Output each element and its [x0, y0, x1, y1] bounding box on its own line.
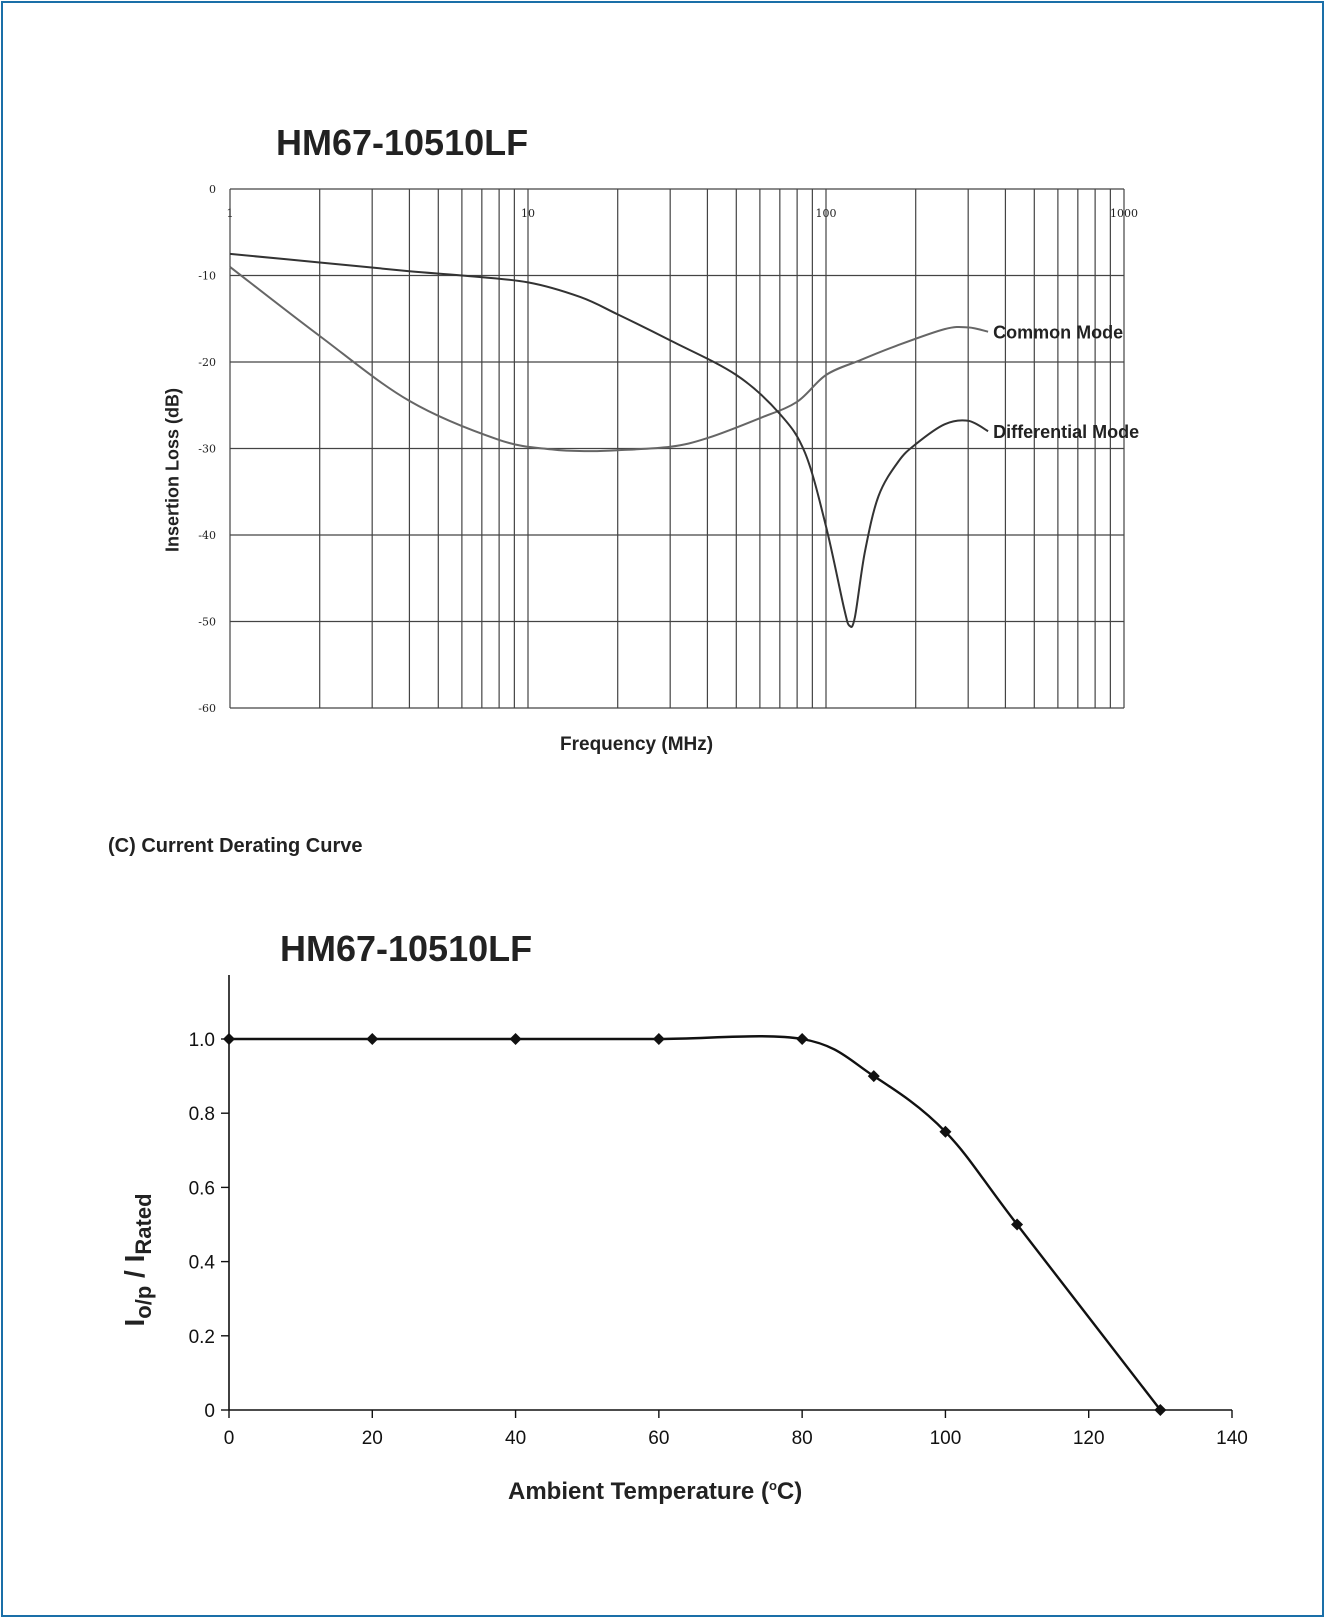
data-point-marker: [509, 1033, 522, 1045]
chart1-xlabel: Frequency (MHz): [560, 734, 714, 755]
x-tick-label: 120: [1073, 1428, 1105, 1449]
x-tick-label: 100: [816, 207, 837, 220]
y-tick-label: -60: [198, 702, 216, 715]
data-point-marker: [652, 1033, 665, 1045]
x-tick-label: 0: [224, 1428, 235, 1449]
x-tick-label: 1000: [1110, 207, 1138, 220]
y-tick-label: -50: [198, 616, 216, 629]
series-label-differential-mode: Differential Mode: [993, 422, 1139, 442]
y-tick-label: -40: [198, 529, 216, 542]
x-tick-label: 10: [521, 207, 535, 220]
y-tick-label: 0.8: [189, 1104, 215, 1125]
x-tick-label: 1: [227, 207, 234, 220]
y-tick-label: 1.0: [189, 1030, 215, 1051]
data-point-marker: [1011, 1218, 1024, 1231]
y-tick-label: -20: [198, 356, 216, 369]
x-tick-label: 20: [362, 1428, 383, 1449]
data-point-marker: [867, 1070, 880, 1083]
section-heading: (C) Current Derating Curve: [108, 835, 363, 857]
y-tick-label: 0.2: [189, 1327, 215, 1348]
chart1-title: HM67-10510LF: [276, 122, 529, 163]
y-tick-label: 0.4: [189, 1253, 216, 1274]
data-point-marker: [796, 1033, 809, 1045]
insertion-loss-chart: 0 -10 -20 -30 -40 -50 -60 1 10 100 1000 Common Mode…: [198, 183, 1139, 715]
data-point-marker: [366, 1033, 379, 1045]
chart2-title: HM67-10510LF: [280, 928, 533, 969]
data-point-marker: [939, 1125, 952, 1138]
y-tick-label: 0: [209, 183, 216, 196]
data-point-marker: [1154, 1404, 1167, 1416]
y-tick-label: -10: [198, 270, 216, 283]
series-line-differential-mode: [229, 252, 989, 628]
y-tick-label: 0.6: [189, 1178, 215, 1199]
y-tick-label: -30: [198, 443, 216, 456]
x-tick-label: 80: [792, 1428, 813, 1449]
chart2-ylabel: Io/p / IRated: [119, 1193, 156, 1327]
chart2-xlabel: Ambient Temperature (oC): [508, 1478, 803, 1505]
x-tick-label: 40: [505, 1428, 526, 1449]
x-tick-label: 100: [930, 1428, 962, 1449]
series-label-common-mode: Common Mode: [993, 323, 1123, 343]
y-tick-label: 0: [204, 1401, 215, 1422]
chart1-ylabel: Insertion Loss (dB): [162, 387, 183, 553]
series-line-common-mode: [229, 266, 989, 453]
x-tick-label: 60: [648, 1428, 669, 1449]
x-tick-label: 140: [1216, 1428, 1248, 1449]
data-point-marker: [223, 1033, 235, 1045]
